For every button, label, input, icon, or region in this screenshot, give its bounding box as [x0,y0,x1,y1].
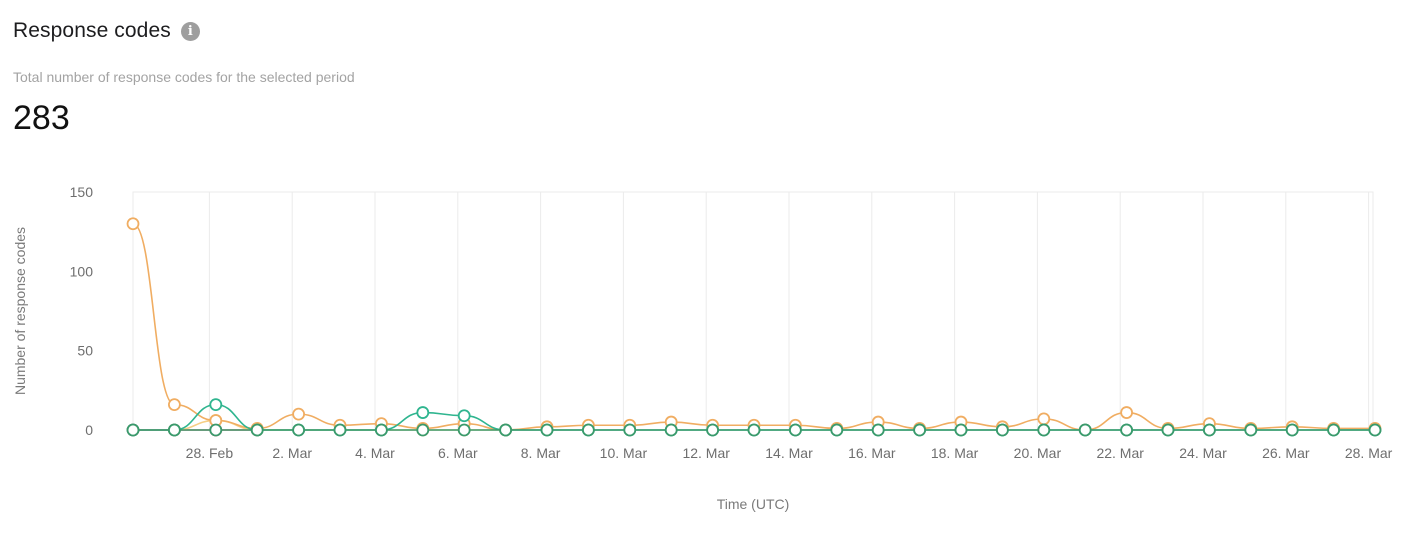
data-point [1037,412,1051,426]
x-tick-label: 28. Mar [1345,445,1393,461]
data-point [1120,406,1133,419]
x-tick-label: 16. Mar [848,445,896,461]
x-tick-label: 4. Mar [355,445,395,461]
data-point [333,423,347,437]
y-tick-label: 50 [77,343,93,359]
chart-subtitle: Total number of response codes for the s… [13,69,355,85]
data-point [1327,423,1340,437]
data-point [954,423,968,437]
data-point [167,398,181,412]
data-point [1161,423,1175,437]
data-point [499,423,513,437]
chart-title: Response codes [13,19,171,42]
chart-header: Response codes i [13,19,200,43]
y-tick-label: 150 [70,184,94,200]
x-axis-label: Time (UTC) [717,496,790,512]
data-point [623,423,637,437]
data-point [292,423,306,437]
data-point [416,406,430,419]
data-point [1037,423,1051,437]
x-tick-label: 28. Feb [186,445,234,461]
total-count: 283 [13,99,70,137]
data-point [250,423,264,437]
y-tick-label: 0 [85,422,93,438]
y-axis-label: Number of response codes [12,227,28,395]
data-point [1368,423,1382,437]
data-point [1203,423,1216,437]
x-tick-label: 22. Mar [1096,445,1144,461]
y-tick-label: 100 [70,263,94,279]
data-point [292,407,306,421]
x-tick-label: 2. Mar [272,445,312,461]
data-point [457,409,471,423]
data-point [126,423,140,437]
data-point [374,423,388,437]
data-point [167,423,181,437]
data-point [540,423,554,437]
series-line [132,222,1375,431]
data-point [209,398,223,412]
x-tick-label: 20. Mar [1014,445,1062,461]
data-point [1120,423,1133,437]
data-point [830,423,844,437]
data-point [789,423,802,437]
data-point [209,423,223,437]
plot-frame [132,191,1374,431]
x-tick-label: 18. Mar [931,445,979,461]
data-point [457,423,471,437]
data-point [996,423,1009,437]
data-point [747,423,761,437]
x-tick-label: 6. Mar [438,445,478,461]
data-point [664,423,678,437]
info-icon[interactable]: i [180,21,200,41]
x-tick-label: 26. Mar [1262,445,1310,461]
data-point [706,423,719,437]
data-point [582,423,595,437]
data-point [913,423,926,437]
x-tick-label: 10. Mar [600,445,648,461]
data-point [1078,423,1092,437]
x-tick-label: 8. Mar [521,445,561,461]
data-point [1285,423,1299,437]
x-tick-label: 14. Mar [765,445,813,461]
data-point [416,423,430,437]
data-point [1244,423,1258,437]
data-point [871,423,885,437]
x-tick-label: 12. Mar [682,445,730,461]
x-tick-label: 24. Mar [1179,445,1227,461]
data-point [126,217,140,231]
